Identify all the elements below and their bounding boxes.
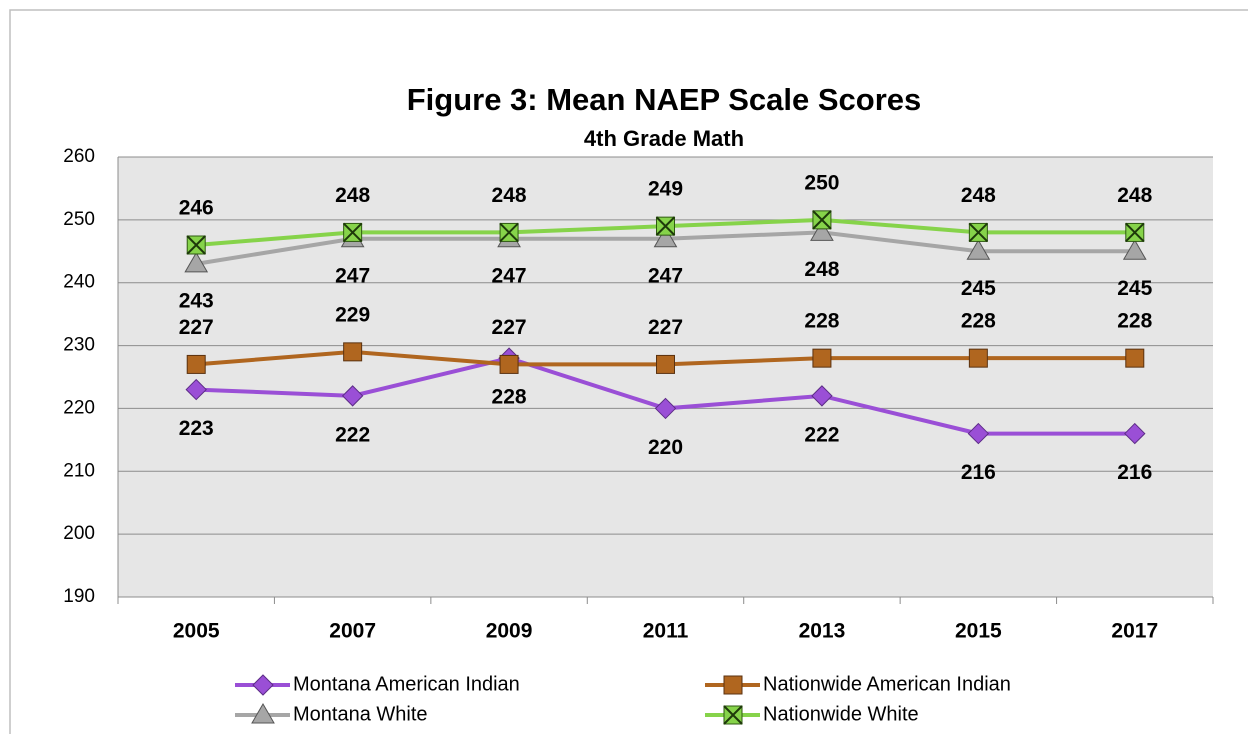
- data-label: 249: [648, 178, 683, 201]
- legend-label: Montana White: [293, 703, 428, 725]
- data-label: 228: [804, 310, 839, 333]
- y-tick-label: 200: [63, 523, 95, 544]
- marker-cross: [968, 222, 989, 243]
- data-label: 247: [335, 264, 370, 287]
- data-label: 228: [961, 310, 996, 333]
- x-tick-label: 2011: [643, 620, 689, 643]
- data-label: 227: [492, 316, 527, 339]
- marker-cross: [1125, 222, 1145, 243]
- marker-cross: [186, 235, 206, 255]
- marker: [811, 385, 833, 407]
- x-tick-label: 2017: [1111, 620, 1158, 643]
- marker-cross: [499, 222, 519, 243]
- data-label: 222: [335, 423, 370, 446]
- data-label: 248: [961, 184, 996, 207]
- data-label: 248: [1117, 184, 1152, 207]
- marker: [654, 397, 677, 420]
- x-tick-label: 2005: [173, 620, 220, 643]
- y-tick-label: 250: [63, 209, 95, 230]
- data-label: 216: [961, 461, 996, 484]
- marker: [185, 378, 207, 401]
- data-label: 227: [179, 316, 214, 339]
- marker: [810, 220, 834, 241]
- y-tick-label: 260: [63, 146, 95, 167]
- data-label: 245: [961, 277, 996, 300]
- data-label: 228: [1117, 310, 1152, 333]
- chart-title: Figure 3: Mean NAEP Scale Scores: [407, 82, 922, 117]
- y-tick-label: 220: [63, 397, 95, 418]
- legend-label: Montana American Indian: [293, 673, 520, 695]
- data-label: 247: [492, 264, 527, 287]
- data-label: 227: [648, 316, 683, 339]
- data-label: 250: [804, 171, 839, 194]
- data-label: 243: [179, 289, 214, 312]
- y-tick-label: 210: [63, 460, 95, 481]
- y-tick-label: 190: [63, 586, 95, 607]
- data-label: 245: [1117, 277, 1152, 300]
- y-tick-label: 240: [63, 272, 95, 293]
- chart-frame: [9, 9, 1248, 734]
- data-label: 228: [492, 386, 527, 409]
- marker: [968, 348, 988, 368]
- data-label: 223: [179, 417, 214, 440]
- marker: [252, 674, 274, 696]
- data-label: 247: [648, 264, 683, 287]
- marker: [251, 703, 275, 724]
- marker: [812, 348, 832, 368]
- marker: [653, 226, 678, 248]
- marker-cross: [812, 210, 832, 230]
- y-tick-label: 230: [63, 335, 95, 356]
- x-tick-label: 2013: [799, 620, 846, 643]
- x-tick-label: 2009: [486, 620, 533, 643]
- marker: [341, 385, 364, 407]
- legend-label: Nationwide White: [763, 703, 919, 725]
- marker: [499, 354, 519, 374]
- marker: [966, 239, 991, 260]
- data-label: 220: [648, 436, 683, 459]
- data-label: 248: [492, 184, 527, 207]
- data-label: 216: [1117, 461, 1152, 484]
- marker: [1124, 422, 1146, 445]
- data-label: 248: [335, 184, 370, 207]
- x-tick-label: 2007: [329, 620, 376, 643]
- chart-subtitle: 4th Grade Math: [584, 126, 744, 151]
- marker-cross: [655, 216, 676, 236]
- data-label: 222: [804, 423, 839, 446]
- marker-cross: [342, 222, 363, 243]
- data-label: 229: [335, 303, 370, 326]
- marker: [1122, 239, 1147, 260]
- data-label: 248: [804, 258, 839, 281]
- marker: [723, 675, 743, 695]
- marker: [1125, 348, 1145, 368]
- x-tick-label: 2015: [955, 620, 1002, 643]
- marker: [656, 354, 675, 374]
- data-label: 246: [179, 197, 214, 220]
- marker: [967, 422, 990, 445]
- marker: [343, 342, 363, 362]
- marker: [186, 354, 206, 374]
- marker-cross: [723, 705, 743, 725]
- marker: [184, 251, 209, 273]
- legend-label: Nationwide American Indian: [763, 673, 1011, 695]
